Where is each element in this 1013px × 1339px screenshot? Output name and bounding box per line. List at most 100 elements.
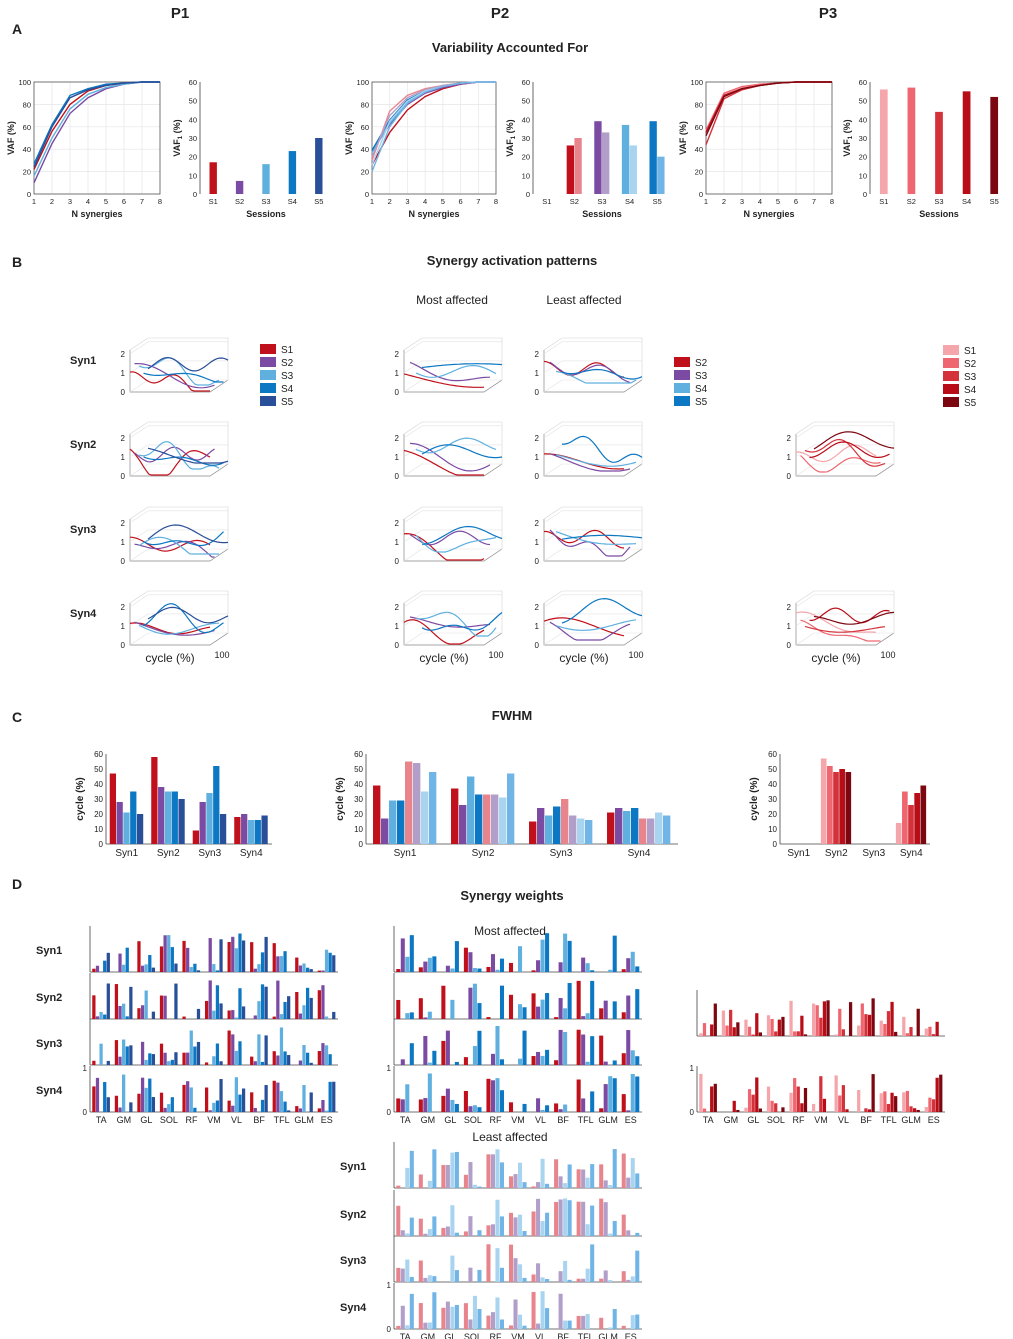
p2-most-weights-syn3-weight-bar <box>612 1060 617 1065</box>
p1-weights-syn4-weight-bar <box>163 1107 167 1112</box>
p3-fwhm-xtick: Syn3 <box>862 848 885 859</box>
p2-least-weights-syn3-weight-bar <box>454 1270 459 1282</box>
p2-most-weights-syn2-weight-bar <box>567 983 572 1019</box>
p1-weights-syn3-weight-bar <box>212 1056 216 1065</box>
p2-vaf-xtick: 4 <box>423 197 427 206</box>
p3-act-syn4-activation-line-1 <box>800 619 881 642</box>
p1-weights-syn3-weight-bar <box>99 1043 103 1065</box>
p2-vaf-series-line-7 <box>371 81 496 172</box>
p2-most-weights-syn3-weight-bar <box>522 1030 527 1065</box>
p2-least-weights-syn3-weight-bar <box>531 1274 536 1282</box>
p3-weights-syn4-ytick-1: 1 <box>690 1064 695 1073</box>
p2-most-act-syn1-activation-line-1 <box>409 361 491 382</box>
p1-weights-syn4-plot: 1 0 TA GM GL SOL RF VM VL BF TFL GLM ES <box>83 1064 338 1125</box>
p1-weights-syn1-weight-bar <box>125 947 129 972</box>
p2-vaf-ylabel: VAF (%) <box>344 121 354 155</box>
p2-fwhm-xtick: Syn1 <box>394 848 417 859</box>
p2-most-act-syn4-xend: 100 <box>488 650 503 660</box>
p1-fwhm-bar <box>213 766 220 844</box>
p2-least-weights-syn2-weight-bar <box>545 1212 550 1236</box>
p2-vaf-ytick: 60 <box>361 123 369 132</box>
p2-most-weights-syn3-weight-bar <box>432 1050 437 1065</box>
p2-fwhm-bar <box>545 815 553 844</box>
p1-vaf1-ylabel: VAF1 (%) <box>172 119 184 156</box>
p1-act-syn3-backframe <box>129 506 229 549</box>
p3-weights-syn2-weight-bar <box>732 1027 736 1036</box>
p3-vaf-xtick: 3 <box>740 197 744 206</box>
p1-vaf1-xtick: S1 <box>209 197 218 206</box>
p2-most-weights-syn4-weight-bar <box>445 1088 450 1112</box>
label-most-affected: Most affected <box>416 293 488 307</box>
p2-most-weights-syn1-weight-bar <box>567 940 572 972</box>
p2-least-weights-syn2-weight-bar <box>518 1214 523 1236</box>
p2-least-weights-syn2-weight-bar <box>531 1211 536 1236</box>
p1-weights-syn4-weight-bar <box>103 1082 107 1112</box>
p3-fwhm-bar <box>895 823 902 844</box>
p2-least-weights-syn1-weight-bar <box>531 1186 536 1188</box>
p2-most-weights-syn2-weight-bar <box>590 980 595 1019</box>
p1-weights-syn4-weight-bar <box>241 1088 246 1112</box>
p1-vaf-ylabel: VAF (%) <box>6 121 16 155</box>
p2-most-weights-syn4-weight-bar <box>463 1090 468 1112</box>
p3-vaf1-bar <box>962 91 971 194</box>
p2-most-weights-syn1-weight-bar <box>423 961 428 972</box>
p2-most-weights-syn3-weight-bar <box>427 1062 432 1065</box>
p1-weights-syn1-weight-bar <box>103 960 107 972</box>
p2-least-weights-syn3-weight-bar <box>558 1271 563 1282</box>
p2-most-weights-syn4-muscle-label-GL: GL <box>444 1115 456 1125</box>
p2-least-act-syn4-xend: 100 <box>628 650 643 660</box>
p2-most-act-syn2-frame <box>403 434 503 477</box>
p1-vaf-xtick: 5 <box>104 197 108 206</box>
p2-least-weights-syn3-weight-bar <box>545 1279 550 1282</box>
p2-least-weights-syn4-weight-bar <box>540 1291 545 1329</box>
p1-weights-syn3-weight-bar <box>189 1030 193 1065</box>
p2-least-weights-syn1-weight-bar <box>513 1174 518 1188</box>
p3-weights-syn4-weight-bar <box>939 1074 943 1112</box>
p1-weights-syn4-ytick-0: 0 <box>83 1108 88 1117</box>
p3-vaf1-ylabel-sub: 1 <box>848 135 854 139</box>
p2-least-act-syn3-grid <box>543 529 563 543</box>
p2-vaf-xtick: 1 <box>370 197 374 206</box>
p1-fwhm-bar <box>206 793 213 844</box>
p2-most-weights-syn4-weight-bar <box>590 1091 595 1112</box>
p1-weights-syn3-weight-bar <box>186 1052 190 1065</box>
p2-most-act-syn4-frame <box>403 603 503 646</box>
p3-weights-syn2-weight-bar <box>838 1008 842 1036</box>
p2-least-act-syn2-frame <box>543 434 643 477</box>
p3-weights-syn4-weight-bar <box>902 1092 906 1112</box>
p2-most-weights-syn4-weight-bar <box>508 1102 514 1112</box>
p1-act-syn2-backframe <box>129 421 229 464</box>
p2-most-weights-syn3-weight-bar <box>576 1029 581 1065</box>
p1-act-syn3-grid <box>129 510 149 524</box>
p2-vaf-xlabel: N synergies <box>408 209 459 219</box>
p1-fwhm-ytick: 40 <box>94 780 103 789</box>
p2-most-weights-syn4-weight-bar <box>454 1103 459 1112</box>
p2-least-weights-syn2-weight-bar <box>396 1205 401 1236</box>
p1-vaf-ytick: 80 <box>23 100 31 109</box>
p1-weights-syn1-weight-bar <box>302 963 306 972</box>
p1-weights-syn2-weight-bar <box>122 1003 126 1019</box>
p2-least-weights-syn1-weight-bar <box>409 1150 414 1188</box>
p2-fwhm-bar <box>490 794 499 844</box>
p1-weights-syn1-weight-bar <box>309 969 313 972</box>
p3-weights-syn4-weight-bar <box>845 1109 849 1112</box>
p2-most-weights-syn3-weight-bar <box>558 1029 563 1065</box>
p1-weights-syn2-weight-bar <box>219 1003 223 1019</box>
p3-act-syn4-activation-line-4 <box>813 611 895 625</box>
p2-least-weights-syn3-weight-bar <box>477 1269 482 1282</box>
p2-fwhm-bar <box>561 799 569 844</box>
p3-weights-syn4-weight-bar <box>883 1091 887 1112</box>
p2-least-weights-syn3-plot <box>393 1236 642 1283</box>
p2-least-act-syn1-plot: 0 1 2 <box>535 337 643 397</box>
p1-weights-syn3-weight-bar <box>170 1059 174 1065</box>
p1-weights-syn2-weight-bar <box>215 985 220 1019</box>
p3-weights-syn2-weight-bar <box>781 1016 785 1036</box>
p2-legend-label-1: S3 <box>695 371 708 382</box>
p1-act-syn2-grid <box>129 425 149 439</box>
p2-most-weights-syn3-weight-bar <box>423 1036 428 1065</box>
p1-weights-syn3-weight-bar <box>129 1045 133 1065</box>
p3-fwhm-bar <box>845 772 852 844</box>
p3-weights-syn2-weight-bar <box>890 1001 894 1036</box>
p2-least-weights-syn3-weight-bar <box>427 1275 432 1282</box>
p3-weights-syn4-muscle-label-GL: GL <box>747 1115 759 1125</box>
